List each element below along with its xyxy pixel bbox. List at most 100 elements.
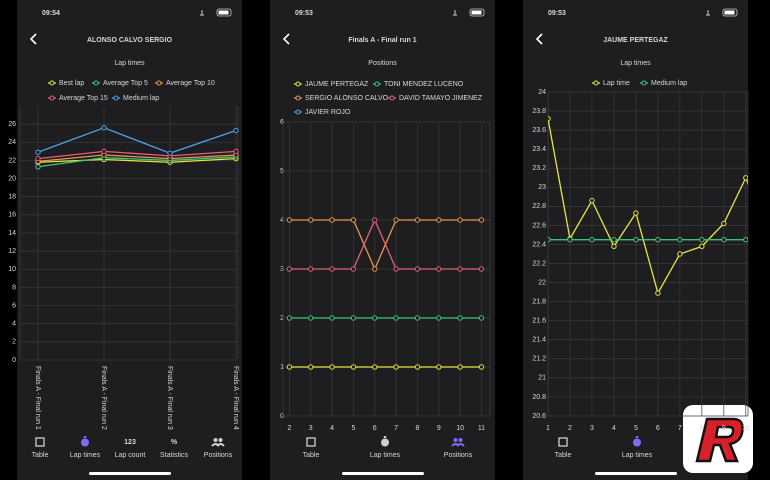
data-point [35, 149, 41, 155]
x-tick-label: 7 [394, 425, 398, 432]
tab-icon: 123 [124, 439, 136, 446]
data-point [101, 125, 107, 131]
x-tick-label: Finals A - Final run 4 [232, 366, 239, 430]
series [35, 152, 239, 165]
data-point [414, 315, 421, 321]
status-icons [724, 10, 735, 15]
y-tick-label: 1 [280, 364, 284, 371]
tab-label[interactable]: Lap count [115, 452, 146, 459]
y-tick-label: 22.2 [532, 260, 546, 267]
status-icons [722, 8, 738, 17]
back-arrow[interactable] [535, 33, 543, 45]
icon-shape [381, 438, 389, 447]
legend-label[interactable]: Best lap [59, 80, 84, 87]
tab-label[interactable]: Table [555, 452, 572, 459]
legend-label[interactable]: DAVID TAMAYO JIMENEZ [399, 95, 483, 102]
x-tick-label: 11 [478, 425, 485, 432]
y-tick-label: 14 [8, 230, 16, 237]
y-tick-label: 0 [12, 357, 16, 364]
legend-label[interactable]: JAUME PERTEGAZ [305, 81, 369, 88]
tab-label[interactable]: Statistics [160, 452, 189, 459]
legend-marker [295, 109, 301, 115]
x-tick-label: 4 [330, 425, 334, 432]
data-point [167, 150, 173, 156]
status-time: 09:53 [548, 10, 566, 17]
legend-label[interactable]: Average Top 10 [166, 80, 215, 87]
y-tick-label: 23.6 [532, 127, 546, 134]
x-tick-label: Finals A - Final run 2 [100, 366, 107, 430]
data-point [414, 266, 421, 272]
icon-shape [211, 443, 225, 447]
x-tick-label: 7 [678, 425, 682, 432]
tab-icon [558, 437, 568, 447]
data-point [372, 315, 378, 321]
y-tick-label: 23.4 [532, 146, 546, 153]
legend-label[interactable]: Lap time [603, 80, 630, 87]
legend-marker [156, 80, 162, 86]
y-tick-label: 8 [12, 284, 16, 291]
tab-label[interactable]: Lap times [622, 452, 653, 459]
x-tick-label: 6 [373, 425, 377, 432]
data-point [721, 220, 727, 227]
chart-title: Lap times [620, 60, 651, 67]
data-line [37, 154, 237, 162]
legend-label[interactable]: Average Top 15 [59, 95, 108, 102]
x-tick-label: Finals A - Final run 3 [166, 366, 173, 430]
data-point [286, 315, 293, 321]
data-point [611, 243, 617, 250]
data-point [436, 364, 442, 370]
data-point [329, 266, 335, 272]
legend-label[interactable]: Medium lap [123, 95, 159, 102]
legend-label[interactable]: Average Top 5 [103, 80, 148, 87]
data-point [478, 266, 485, 272]
data-point [393, 364, 399, 370]
icon-shape [453, 438, 458, 442]
y-tick-label: 21.8 [532, 298, 546, 305]
x-tick-label: 5 [351, 425, 355, 432]
icon-shape [213, 438, 218, 442]
data-point [743, 175, 748, 181]
data-point [329, 364, 335, 370]
tab-icon [35, 437, 45, 447]
data-point [233, 148, 239, 155]
back-arrow[interactable] [29, 33, 37, 45]
legend-label[interactable]: SERGIO ALONSO CALVO [305, 95, 389, 102]
tab-icon [381, 436, 389, 447]
x-tick-label: 8 [415, 425, 419, 432]
icon-shape [383, 436, 387, 438]
tab-label[interactable]: Positions [204, 452, 233, 459]
tab-label[interactable]: Table [303, 452, 320, 459]
logo [683, 405, 753, 473]
data-point [478, 315, 485, 321]
x-tick-label: 9 [437, 425, 441, 432]
data-point [308, 315, 314, 321]
x-tick-label: 9 [722, 425, 726, 432]
y-tick-label: 24 [8, 139, 16, 146]
legend-label[interactable]: JAVIER ROJO [305, 109, 351, 116]
back-arrow[interactable] [282, 33, 290, 45]
tab-label[interactable]: Positions [444, 452, 473, 459]
tab-label[interactable]: Lap times [370, 452, 401, 459]
tab-label[interactable]: Table [32, 452, 49, 459]
legend-label[interactable]: TONI MENDEZ LUCENO [384, 81, 464, 88]
header-title: Finals A - Final run 1 [348, 37, 416, 44]
data-point [350, 364, 357, 370]
y-tick-label: 23.2 [532, 165, 546, 172]
data-line [37, 157, 237, 163]
y-tick-label: 12 [8, 248, 16, 255]
status-icons [216, 8, 232, 17]
icon-shape [558, 437, 568, 447]
y-tick-label: 22.6 [532, 222, 546, 229]
phone-screen [270, 0, 495, 480]
icon-shape [81, 438, 89, 447]
series [548, 237, 748, 243]
status-time: 09:53 [295, 10, 313, 17]
y-tick-label: 21 [538, 375, 546, 382]
x-tick-label: 1 [546, 425, 550, 432]
legend-label[interactable]: Medium lap [651, 80, 687, 87]
data-point [308, 266, 314, 272]
tab-label[interactable]: Lap times [70, 452, 101, 459]
header-title: JAUME PERTEGAZ [603, 37, 668, 44]
data-point [393, 266, 399, 272]
data-point [457, 217, 463, 223]
